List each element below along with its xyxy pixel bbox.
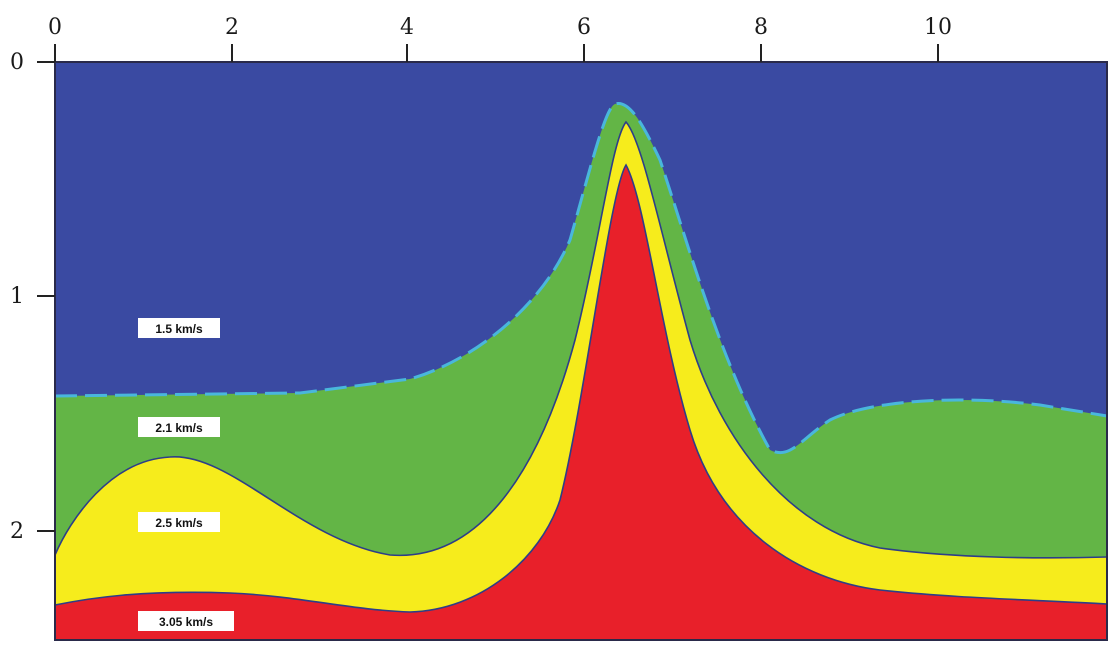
x-tick: 6 [577, 15, 591, 62]
svg-text:1.5 km/s: 1.5 km/s [155, 322, 203, 336]
y-axis: 0 1 2 [10, 50, 55, 544]
x-tick: 4 [400, 15, 414, 62]
x-tick: 8 [754, 15, 768, 62]
svg-text:2.5 km/s: 2.5 km/s [155, 516, 203, 530]
svg-text:10: 10 [924, 15, 952, 40]
svg-text:0: 0 [10, 50, 24, 75]
x-axis: 0 2 4 6 8 10 [48, 15, 952, 62]
plot-frame [54, 61, 1108, 641]
layer-2.5-region [55, 122, 1107, 640]
y-tick: 2 [10, 519, 55, 544]
interface-2.5-3.05 [54, 163, 1108, 613]
layer-label: 1.5 km/s [138, 318, 220, 338]
svg-text:1: 1 [10, 284, 24, 309]
x-tick: 2 [225, 15, 239, 62]
layer-label: 2.1 km/s [138, 417, 220, 437]
layer-label: 2.5 km/s [138, 512, 220, 532]
x-tick: 10 [924, 15, 952, 62]
y-tick: 0 [10, 50, 55, 75]
layer-label: 3.05 km/s [138, 611, 234, 631]
svg-text:0: 0 [48, 15, 62, 40]
svg-text:2: 2 [10, 519, 24, 544]
svg-text:8: 8 [754, 15, 768, 40]
svg-text:2: 2 [225, 15, 239, 40]
svg-text:4: 4 [400, 15, 414, 40]
interface-1.5-2.1 [54, 101, 1108, 455]
interface-2.1-2.5 [54, 120, 1108, 559]
y-tick: 1 [10, 284, 55, 309]
svg-text:2.1 km/s: 2.1 km/s [155, 421, 203, 435]
layer-3.05-region [55, 165, 1107, 640]
svg-text:6: 6 [577, 15, 591, 40]
svg-text:3.05 km/s: 3.05 km/s [159, 615, 213, 629]
x-tick: 0 [48, 15, 62, 62]
